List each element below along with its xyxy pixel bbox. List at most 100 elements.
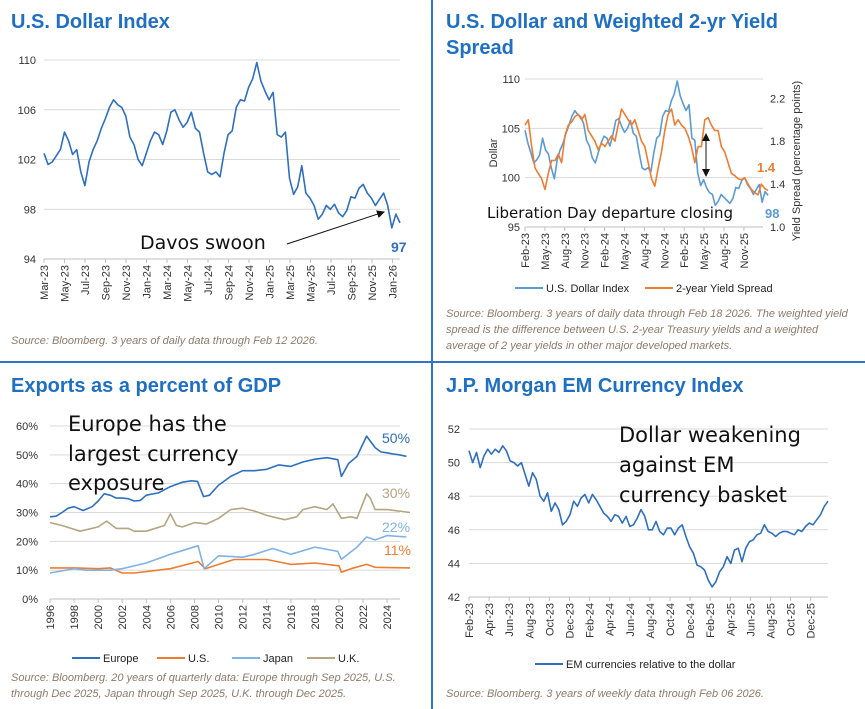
x-tick-label: May-25 (699, 233, 711, 270)
x-tick-label: Apr-24 (605, 603, 617, 636)
end-label-uk: 30% (382, 485, 410, 501)
y-right-tick-label: 1.4 (770, 179, 785, 191)
x-tick-label: Feb-25 (679, 233, 691, 268)
x-tick-label: Nov-23 (580, 233, 592, 268)
legend-label: U.S. (188, 653, 209, 665)
chart-exports: 0% 10% 20% 30% 40% 50% 60% 1996 1998 2000 2002 2004… (16, 421, 411, 665)
series-line-value (43, 61, 401, 229)
x-tick-label: Apr-23 (484, 603, 496, 636)
x-tick-label: Sep-25 (347, 265, 359, 300)
x-tick-label: 2002 (117, 605, 129, 629)
x-tick-label: 2008 (189, 605, 201, 629)
x-tick-label: 2022 (358, 605, 370, 629)
y-tick-label: 105 (502, 123, 520, 135)
x-tick-label: 2012 (238, 605, 250, 629)
chart-yield-spread: 95 100 105 110 1.0 1.4 1.8 2.2 Dollar Yield Sprea… (488, 74, 803, 295)
x-tick-label: Feb-23 (464, 603, 476, 638)
annotation-europe-line-1: Europe has the (68, 412, 227, 436)
panel-divider-vertical (431, 0, 433, 709)
chart-dollar-index: 94 98 102 106 110 Mar-23 May-23 Jul-23 Sep-23 Nov… (18, 55, 401, 302)
y-tick-label: 100 (502, 173, 520, 185)
y-tick-label: 98 (24, 204, 36, 216)
y-tick-label: 52 (448, 424, 460, 436)
y-tick-label: 46 (448, 525, 460, 537)
series-line-2-year-yield-spread (524, 108, 769, 196)
x-tick-label: Aug-25 (719, 233, 731, 268)
x-tick-label: 2010 (214, 605, 226, 629)
x-tick-label: Feb-24 (585, 603, 597, 638)
x-tick-label: May-25 (306, 265, 318, 302)
annotation-em-line-2: against EM (619, 453, 734, 477)
legend-label: 2-year Yield Spread (676, 283, 773, 295)
x-tick-label: Jul-24 (203, 265, 215, 295)
panel-title-yield-spread: U.S. Dollar and Weighted 2-yr Yield Spre… (446, 11, 778, 59)
source-note-dollar-index: Source: Bloomberg. 3 years of daily data… (11, 335, 318, 347)
x-tick-label: Feb-23 (520, 233, 532, 268)
x-tick-label: Jul-25 (326, 265, 338, 295)
y-tick-label: 42 (448, 592, 460, 604)
x-tick-label: 2006 (165, 605, 177, 629)
x-tick-label: Jan-24 (142, 265, 154, 299)
annotation-arrow (286, 210, 385, 245)
x-tick-label: Nov-24 (659, 233, 671, 268)
x-tick-label: Sep-23 (101, 265, 113, 300)
y-tick-label: 50 (448, 458, 460, 470)
x-tick-label: Jul-23 (80, 265, 92, 295)
y-tick-label: 106 (18, 105, 36, 117)
x-tick-label: Oct-25 (786, 603, 798, 636)
end-label-europe: 50% (382, 430, 410, 446)
y-tick-label: 40% (16, 479, 38, 491)
y-tick-label: 50% (16, 450, 38, 462)
y-tick-label: 60% (16, 421, 38, 433)
source-note-yield-spread: Source: Bloomberg. 3 years of daily data… (446, 308, 848, 352)
x-tick-label: Sep-24 (224, 265, 236, 300)
x-tick-label: Oct-23 (544, 603, 556, 636)
end-label-dollar-98: 98 (765, 206, 779, 221)
end-label-japan: 22% (382, 519, 410, 535)
y-tick-label: 110 (502, 74, 520, 86)
panel-divider-horizontal (0, 361, 865, 363)
x-tick-label: Nov-25 (367, 265, 379, 300)
x-tick-label: Aug-23 (560, 233, 572, 268)
x-tick-label: May-23 (60, 265, 72, 302)
x-tick-label: Mar-24 (162, 265, 174, 300)
x-tick-label: 2004 (141, 605, 153, 629)
series-line-u-k- (49, 492, 411, 533)
panel-title-dollar-index: U.S. Dollar Index (11, 11, 170, 33)
y-right-axis-label: Yield Spread (percentage points) (791, 81, 803, 241)
y-tick-label: 10% (16, 565, 38, 577)
y-tick-label: 110 (18, 55, 36, 67)
x-tick-label: 2000 (93, 605, 105, 629)
x-tick-label: 2018 (310, 605, 322, 629)
y-right-tick-label: 2.2 (770, 93, 785, 105)
x-tick-label: Nov-23 (121, 265, 133, 300)
panel-title-em-index: J.P. Morgan EM Currency Index (446, 375, 744, 397)
x-tick-label: Dec-24 (685, 603, 697, 638)
x-tick-label: Jan-25 (265, 265, 277, 299)
end-label-us: 11% (384, 542, 411, 558)
x-tick-label: Aug-24 (645, 603, 657, 638)
series-line-europe (49, 435, 407, 518)
annotation-davos-swoon: Davos swoon (140, 232, 266, 254)
annotation-em-line-3: currency basket (619, 483, 787, 507)
x-tick-label: Mar-25 (285, 265, 297, 300)
x-tick-label: 1998 (69, 605, 81, 629)
x-tick-label: 1996 (45, 605, 57, 629)
x-tick-label: Jan-26 (388, 265, 400, 299)
y-tick-label: 102 (18, 155, 36, 167)
annotation-europe-line-3: exposure (68, 471, 165, 495)
y-axis-label: Dollar (488, 138, 500, 167)
x-tick-label: Jun-23 (504, 603, 516, 637)
legend-label: Europe (103, 653, 138, 665)
x-tick-label: Aug-23 (524, 603, 536, 638)
y-tick-label: 94 (24, 254, 36, 266)
x-tick-label: May-23 (540, 233, 552, 270)
x-tick-label: Dec-23 (565, 603, 577, 638)
x-tick-label: Oct-24 (665, 603, 677, 636)
annotation-em-line-1: Dollar weakening (619, 423, 801, 447)
y-tick-label: 0% (22, 594, 38, 606)
x-tick-label: May-24 (620, 233, 632, 270)
chart-em-index: 42 44 46 48 50 52 Feb-23 Apr-23 Jun-23 Aug-23 Oct-… (448, 424, 829, 671)
x-tick-label: Feb-24 (600, 233, 612, 268)
